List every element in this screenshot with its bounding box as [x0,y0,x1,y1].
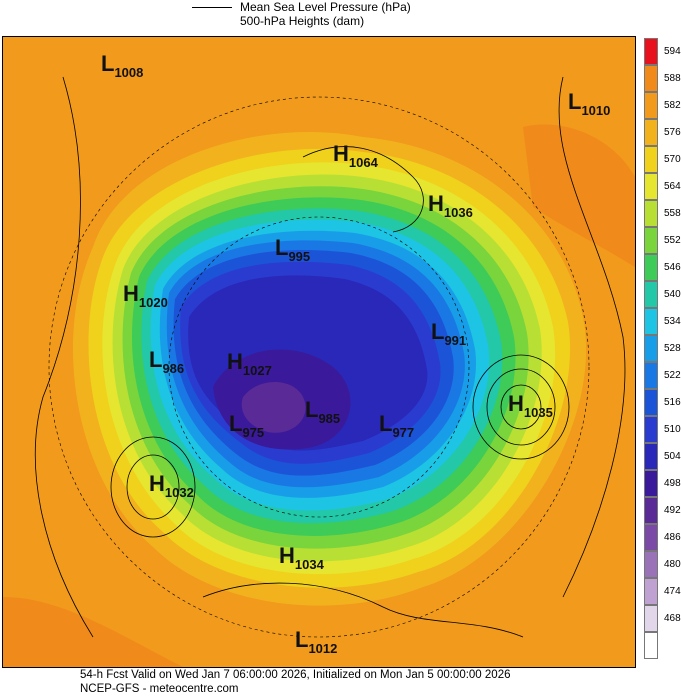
colorbar-swatch [644,524,658,551]
colorbar-level-label: 564 [664,181,681,192]
colorbar-swatch [644,254,658,281]
colorbar-swatch [644,173,658,200]
pressure-center-label: H1036 [428,191,473,220]
pressure-center-label: L975 [229,411,265,440]
colorbar-swatch [644,551,658,578]
pressure-center-label: L985 [305,397,341,426]
colorbar-swatch [644,92,658,119]
colorbar-swatch [644,443,658,470]
colorbar-swatch [644,308,658,335]
colorbar-level-label: 486 [664,532,681,543]
pressure-center-label: L991 [431,319,467,348]
legend-title-mslp: Mean Sea Level Pressure (hPa) [240,0,411,14]
legend-title-heights: 500-hPa Heights (dam) [240,14,365,28]
graticule [48,96,590,638]
colorbar-level-label: 474 [664,586,681,597]
pressure-center-label: H1035 [508,391,553,420]
colorbar-swatch [644,227,658,254]
pressure-center-label: H1027 [227,349,272,378]
colorbar-level-label: 492 [664,505,681,516]
header: Mean Sea Level Pressure (hPa) 500-hPa He… [0,0,681,34]
legend-line-sample [192,7,232,8]
colorbar-swatch [644,605,658,632]
colorbar-swatch [644,389,658,416]
pressure-center-label: L1012 [295,627,338,656]
colorbar-level-label: 594 [664,46,681,57]
colorbar-level-label: 528 [664,343,681,354]
colorbar-level-label: 522 [664,370,681,381]
colorbar-level-label: 480 [664,559,681,570]
pressure-center-label: L977 [379,411,415,440]
colorbar-level-label: 582 [664,100,681,111]
colorbar-swatch [644,470,658,497]
colorbar-level-label: 576 [664,127,681,138]
colorbar-level-label: 504 [664,451,681,462]
colorbar-swatch [644,497,658,524]
colorbar-swatch [644,362,658,389]
pressure-center-label: H1034 [279,543,324,572]
colorbar-swatch [644,38,658,65]
colorbar-swatch [644,578,658,605]
pressure-center-label: L995 [275,235,311,264]
colorbar-swatch [644,632,658,659]
colorbar-level-label: 558 [664,208,681,219]
model-source: NCEP-GFS - meteocentre.com [80,683,239,695]
colorbar-level-label: 534 [664,316,681,327]
colorbar-level-label: 498 [664,478,681,489]
colorbar-level-label: 510 [664,424,681,435]
height-shading-588-sw [3,597,183,667]
pressure-center-label: H1064 [333,141,378,170]
colorbar-swatch [644,335,658,362]
colorbar-level-label: 552 [664,235,681,246]
colorbar-level-label: 540 [664,289,681,300]
isobar-lines [34,76,626,638]
colorbar-level-label: 546 [664,262,681,273]
pressure-center-label: L986 [149,347,185,376]
footer: 54-h Fcst Valid on Wed Jan 7 06:00:00 20… [0,667,681,700]
pressure-center-label: L1010 [568,89,611,118]
colorbar-swatch [644,119,658,146]
pressure-center-label: L1008 [101,51,144,80]
colorbar-level-label: 516 [664,397,681,408]
forecast-valid-time: 54-h Fcst Valid on Wed Jan 7 06:00:00 20… [80,669,511,681]
colorbar-level-label: 588 [664,73,681,84]
colorbar-level-label: 570 [664,154,681,165]
colorbar-level-label: 468 [664,613,681,624]
pressure-center-label: H1032 [149,471,194,500]
height-shading-588 [523,124,635,267]
height-field-map [3,37,635,667]
pressure-center-label: H1020 [123,281,168,310]
colorbar-swatch [644,416,658,443]
colorbar-swatch [644,65,658,92]
height-shading-492 [241,382,306,433]
colorbar-swatch [644,281,658,308]
colorbar-swatch [644,200,658,227]
map-panel: L1008 L1010 H1064 H1036 L995 H1020 L991 … [2,36,636,668]
colorbar-swatch [644,146,658,173]
